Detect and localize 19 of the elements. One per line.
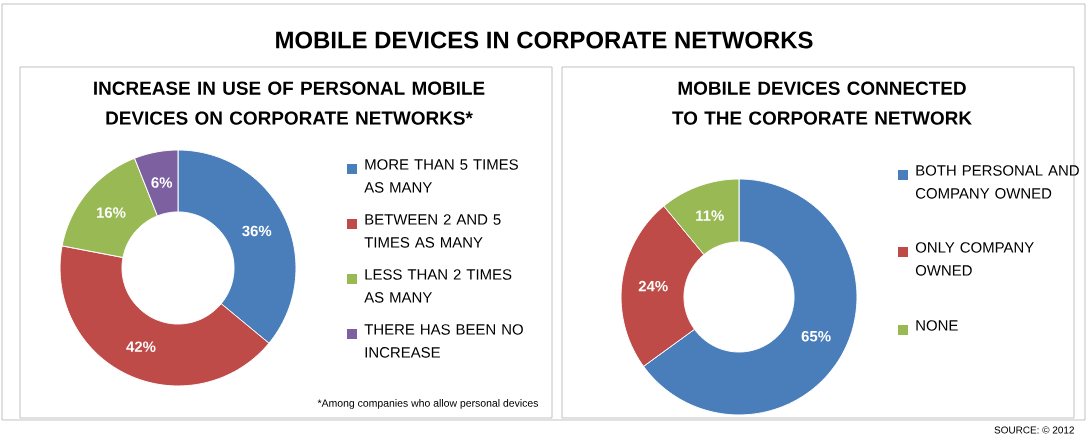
data-label: 24%: [638, 280, 668, 292]
legend-label: ONLY COMPANY OWNED: [915, 242, 1034, 276]
legend-label: THERE HAS BEEN NO INCREASE: [364, 324, 523, 358]
data-label: 6%: [151, 177, 173, 188]
source-note: SOURCE: © 2012: [994, 426, 1074, 434]
legend-label: LESS THAN 2 TIMES AS MANY: [364, 269, 512, 303]
text: *Among companies who allow personal devices: [317, 399, 539, 409]
data-label: 16%: [96, 207, 126, 218]
data-label: 36%: [242, 225, 272, 237]
text: MOBILE DEVICES IN CORPORATE NETWORKS: [276, 31, 813, 49]
data-label: 11%: [696, 210, 724, 221]
chart-title: INCREASE IN USE OF PERSONAL MOBILE DEVICES ON CORPORATE NETWORKS*: [94, 81, 485, 125]
legend-label: BETWEEN 2 AND 5 TIMES AS MANY: [364, 214, 501, 248]
legend-label: MORE THAN 5 TIMES AS MANY: [364, 159, 518, 193]
legend-label: BOTH PERSONAL AND COMPANY OWNED: [915, 165, 1079, 199]
data-label: 65%: [801, 330, 831, 342]
chart-title: MOBILE DEVICES CONNECTED TO THE CORPORATE NETWORK: [672, 81, 972, 125]
data-label: 42%: [126, 341, 156, 352]
legend-label: NONE: [916, 320, 958, 331]
